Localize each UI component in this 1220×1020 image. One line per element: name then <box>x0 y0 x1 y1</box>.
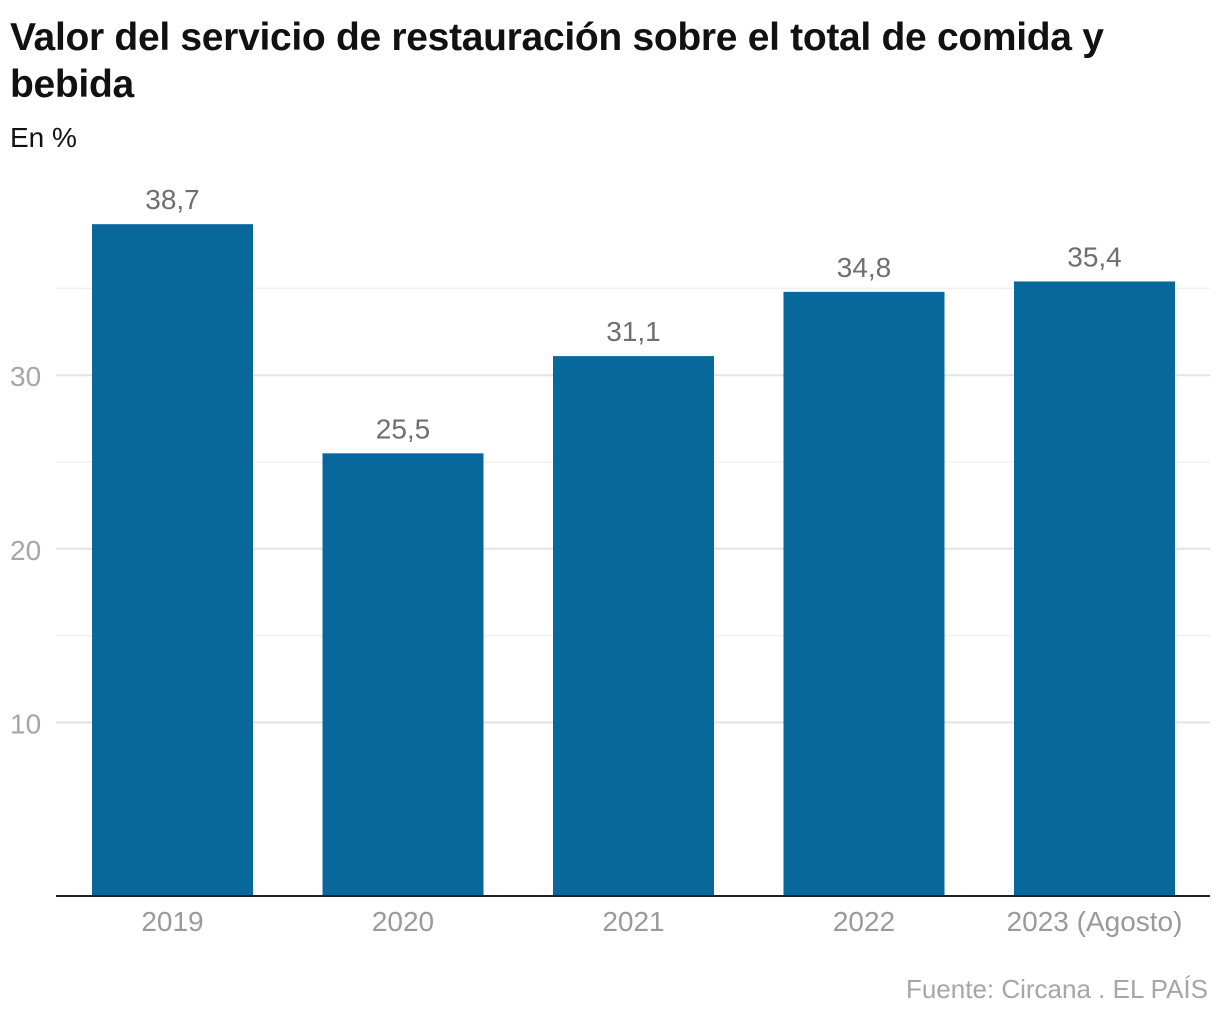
x-tick-label: 2022 <box>833 906 895 937</box>
chart-subtitle: En % <box>10 122 77 153</box>
x-tick-label: 2023 (Agosto) <box>1007 906 1183 937</box>
chart-title: Valor del servicio de restauración sobre… <box>10 16 1104 106</box>
bars <box>92 224 1175 897</box>
value-labels: 38,7 25,5 31,1 34,8 35,4 <box>145 184 1122 444</box>
x-tick-label: 2020 <box>372 906 434 937</box>
x-tick-label: 2019 <box>141 906 203 937</box>
value-label: 35,4 <box>1067 241 1122 272</box>
bar-2023-agosto- <box>1014 281 1175 896</box>
bar-2022 <box>783 291 945 896</box>
y-tick-label: 20 <box>10 535 41 566</box>
bar-2019 <box>92 224 253 897</box>
y-axis-ticks: 10 20 30 <box>10 361 41 739</box>
source-note: Fuente: Circana . EL PAÍS <box>905 974 1208 1004</box>
bar-2021 <box>553 356 714 896</box>
value-label: 31,1 <box>606 316 661 347</box>
value-label: 38,7 <box>145 184 200 215</box>
y-tick-label: 10 <box>10 708 41 739</box>
value-label: 25,5 <box>376 413 431 444</box>
x-tick-label: 2021 <box>602 906 664 937</box>
bar-2020 <box>322 453 484 896</box>
value-label: 34,8 <box>837 252 892 283</box>
y-tick-label: 30 <box>10 361 41 392</box>
x-axis-labels: 2019 2020 2021 2022 2023 (Agosto) <box>141 906 1182 937</box>
